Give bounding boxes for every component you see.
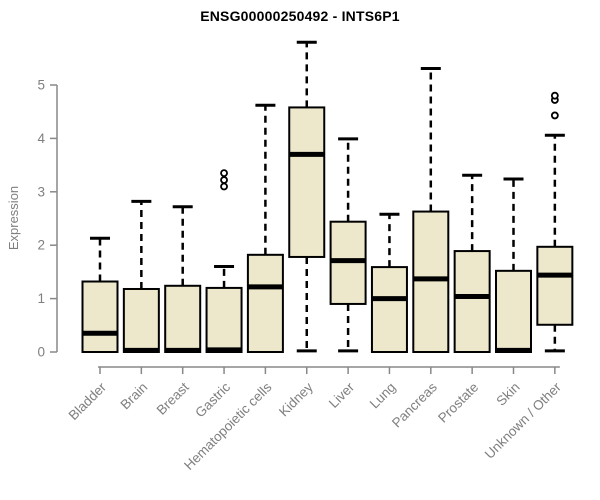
box (205, 286, 243, 354)
box (495, 269, 532, 353)
boxplot-group (495, 177, 532, 353)
y-tick-label: 1 (37, 291, 45, 306)
box (370, 266, 408, 353)
x-tick-label: Bladder (66, 379, 110, 423)
x-tick-label: Skin (493, 380, 522, 409)
box (246, 253, 284, 353)
outlier-point (550, 111, 559, 120)
box (536, 245, 574, 326)
y-tick-label: 4 (37, 131, 45, 146)
y-tick-label: 2 (37, 238, 45, 253)
box (164, 284, 202, 353)
boxplot-group (164, 205, 202, 353)
y-tick-label: 3 (37, 184, 45, 199)
boxplot-group (370, 212, 408, 353)
boxplot-group (81, 236, 119, 353)
box (453, 250, 491, 354)
boxplot-group (536, 91, 574, 353)
boxplot-group (288, 40, 326, 353)
outlier-point (220, 176, 228, 184)
box (412, 210, 450, 353)
outlier-point (220, 182, 228, 191)
boxplot-group (412, 66, 450, 353)
x-tick-label: Kidney (276, 379, 316, 419)
boxplot-group (246, 103, 284, 353)
box (288, 106, 326, 258)
outlier-point (550, 91, 559, 100)
y-tick-label: 5 (37, 78, 45, 93)
box (122, 287, 160, 354)
boxplot-group (122, 199, 160, 354)
box (81, 280, 119, 353)
boxplot-group (205, 169, 243, 354)
boxplot-group (453, 173, 491, 354)
chart-title: ENSG00000250492 - INTS6P1 (200, 8, 400, 24)
outlier-point (220, 169, 228, 178)
x-tick-label: Pancreas (389, 379, 440, 430)
boxplot-group (329, 137, 367, 353)
x-tick-label: Gastric (192, 379, 233, 420)
x-tick-label: Unknown / Other (482, 379, 565, 462)
x-tick-label: Prostate (435, 380, 481, 426)
x-tick-label: Brain (118, 380, 151, 413)
x-tick-label: Liver (326, 379, 358, 411)
x-tick-label: Lung (367, 380, 399, 412)
x-tick-label: Breast (154, 379, 192, 417)
y-tick-label: 0 (37, 345, 45, 360)
